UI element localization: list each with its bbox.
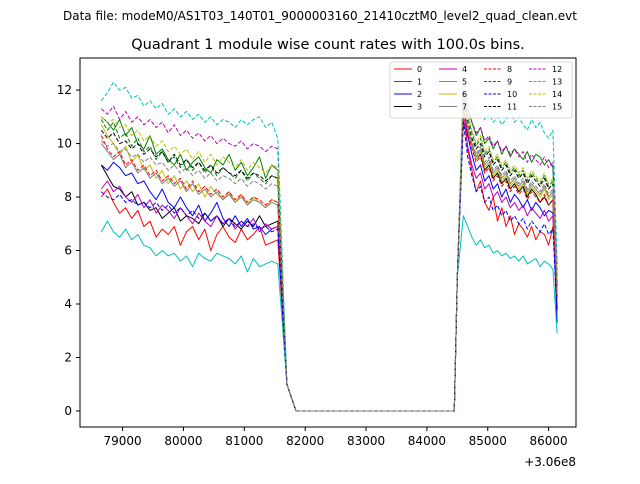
series-line-8 [100, 108, 558, 412]
y-tick-label: 8 [64, 190, 72, 204]
legend-label: 6 [462, 90, 467, 99]
legend-label: 2 [417, 90, 422, 99]
suptitle: Data file: modeM0/AS1T03_140T01_90000031… [63, 9, 577, 23]
legend-label: 0 [417, 65, 422, 74]
x-tick-label: 85000 [469, 434, 507, 448]
series-line-13 [100, 78, 558, 412]
legend-label: 13 [552, 78, 562, 87]
x-tick-label: 79000 [104, 434, 142, 448]
series-line-4 [100, 116, 558, 412]
y-tick-label: 12 [57, 83, 72, 97]
series-line-3 [100, 108, 558, 412]
x-tick-label: 80000 [164, 434, 202, 448]
series-line-15 [100, 103, 558, 412]
legend-label: 14 [552, 90, 562, 99]
series-line-5 [100, 215, 558, 412]
y-tick-label: 2 [64, 350, 72, 364]
series-line-0 [100, 100, 558, 412]
x-tick-label: 81000 [225, 434, 263, 448]
legend-label: 9 [507, 78, 512, 87]
x-tick-label: 83000 [347, 434, 385, 448]
chart-title: Quadrant 1 module wise count rates with … [131, 37, 525, 53]
series-line-11 [100, 100, 558, 412]
legend-label: 10 [507, 90, 517, 99]
y-tick-label: 6 [64, 244, 72, 258]
legend-label: 12 [552, 65, 562, 74]
x-offset-text: +3.06e8 [524, 455, 576, 469]
series-line-7 [100, 105, 558, 412]
series-line-10 [100, 121, 558, 412]
legend-label: 7 [462, 103, 467, 112]
legend-label: 5 [462, 78, 467, 87]
legend-label: 8 [507, 65, 512, 74]
plot-lines [100, 78, 558, 412]
y-tick-label: 0 [64, 404, 72, 418]
legend-label: 3 [417, 103, 422, 112]
x-axis: 79000 80000 81000 82000 83000 84000 85000 86000 [104, 427, 568, 448]
legend-label: 1 [417, 78, 422, 87]
y-tick-label: 10 [57, 137, 72, 151]
legend-box [389, 61, 573, 119]
series-line-12 [100, 97, 558, 412]
legend-label: 11 [507, 103, 517, 112]
legend-label: 4 [462, 65, 467, 74]
x-tick-label: 86000 [530, 434, 568, 448]
legend-label: 15 [552, 103, 562, 112]
y-tick-label: 4 [64, 297, 72, 311]
axes-frame [79, 57, 577, 428]
x-tick-label: 82000 [286, 434, 324, 448]
series-line-14 [100, 92, 558, 412]
x-tick-label: 84000 [408, 434, 446, 448]
y-axis: 0 2 4 6 8 10 12 [57, 83, 80, 418]
